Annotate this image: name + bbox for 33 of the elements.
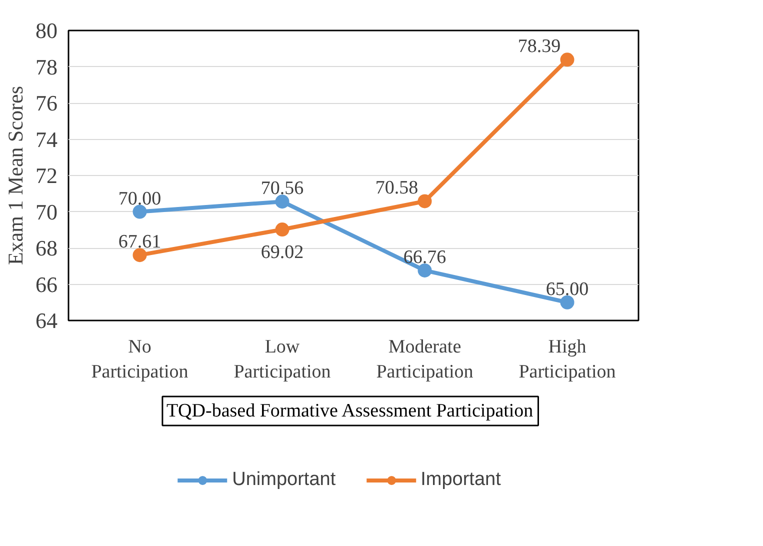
y-tick-label: 72 (36, 163, 58, 188)
data-label: 69.02 (260, 242, 304, 264)
data-label: 70.00 (118, 188, 162, 210)
y-tick-label: 78 (36, 54, 58, 80)
data-label: 67.61 (118, 232, 162, 253)
point (132, 248, 147, 262)
data-label: 78.39 (518, 36, 561, 58)
y-tick-label: 80 (36, 18, 58, 43)
data-label: 65.00 (546, 278, 589, 300)
y-axis-title: Exam 1 Mean Scores (4, 86, 28, 266)
x-axis-title: TQD-based Formative Assessment Participation (166, 400, 534, 422)
x-tick-label: Low Participation (234, 336, 332, 383)
x-tick-label: High Participation (518, 336, 616, 383)
point (560, 52, 574, 67)
data-label: 66.76 (403, 246, 446, 268)
point (560, 295, 574, 310)
point (132, 204, 147, 219)
y-tick-label: 70 (36, 199, 58, 224)
y-tick-label: 66 (36, 272, 58, 297)
point (275, 194, 290, 209)
point (275, 222, 290, 236)
x-tick-label: Moderate Participation (376, 336, 474, 383)
point (418, 263, 432, 278)
data-label: 70.58 (375, 178, 418, 199)
legend-label: Unimportant (232, 469, 336, 491)
data-label: 70.56 (260, 178, 304, 200)
legend-label: Important (420, 469, 501, 491)
point (418, 194, 432, 208)
y-tick-label: 64 (36, 308, 58, 333)
x-tick-label: No Participation (91, 336, 189, 383)
y-tick-label: 76 (36, 90, 58, 116)
y-tick-label: 68 (36, 236, 58, 260)
y-tick-label: 74 (36, 126, 58, 152)
